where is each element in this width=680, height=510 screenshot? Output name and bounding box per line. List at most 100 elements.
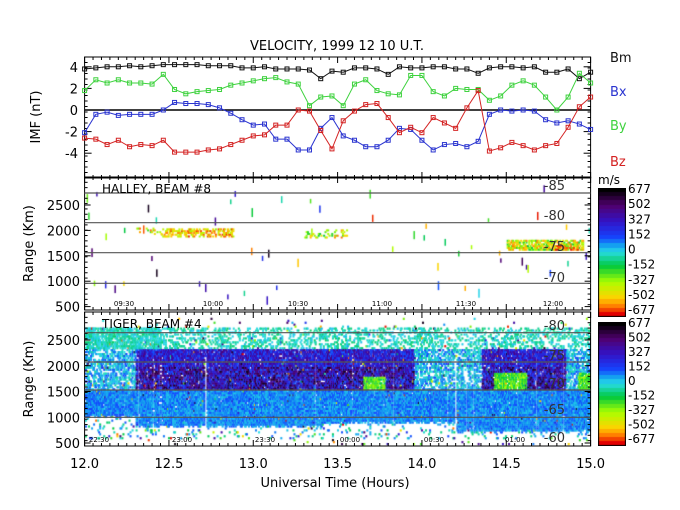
data-point-By (374, 88, 380, 94)
data-point-Bm (306, 67, 312, 73)
range-axis-label: Range (Km) (22, 341, 37, 418)
data-point-Bx (475, 138, 481, 144)
data-point-Bm (284, 66, 290, 72)
y-tick-label: -4 (65, 147, 78, 162)
data-point-Bx (295, 147, 301, 153)
data-point-Bx (228, 110, 234, 116)
data-point-Bm (385, 71, 391, 77)
data-point-By (329, 93, 335, 99)
data-point-By (306, 103, 312, 109)
data-point-Bx (217, 105, 223, 111)
data-point-Bm (363, 65, 369, 71)
data-point-Bz (93, 136, 99, 142)
data-point-Bm (217, 63, 223, 69)
colorbar-label: 327 (628, 212, 651, 226)
x-tick-label: 13.0 (239, 457, 268, 472)
data-point-Bm (329, 68, 335, 74)
data-point-Bz (531, 147, 537, 153)
data-point-Bm (149, 63, 155, 69)
legend-Bm: Bm (610, 51, 632, 66)
data-point-By (194, 89, 200, 95)
colorbar-label: 502 (628, 331, 651, 345)
halley-velocity-map (85, 177, 591, 310)
time-label: 11:00 (372, 300, 392, 308)
data-point-By (408, 72, 414, 78)
data-point-By (250, 78, 256, 84)
x-tick-label: 12.0 (70, 457, 99, 472)
data-point-Bx (554, 120, 560, 126)
data-point-By (172, 86, 178, 92)
latitude-label: -65 (544, 403, 565, 418)
data-point-Bm (160, 62, 166, 68)
data-point-Bz (565, 124, 571, 130)
data-point-By (138, 80, 144, 86)
colorbar-label: -327 (628, 403, 655, 417)
data-point-Bx (498, 107, 504, 113)
data-point-Bz (318, 128, 324, 134)
colorbar-label: 152 (628, 227, 651, 241)
data-point-Bm (115, 64, 121, 70)
data-point-Bz (486, 148, 492, 154)
range-tick-label: 1500 (47, 386, 80, 401)
latitude-label: -75 (544, 240, 565, 255)
series-line-Bz (84, 89, 591, 153)
time-label: 09:30 (114, 300, 134, 308)
data-point-By (127, 80, 133, 86)
data-point-Bx (149, 111, 155, 117)
data-point-Bm (205, 63, 211, 69)
legend-Bx: Bx (610, 85, 627, 100)
colorbar-halley (598, 188, 626, 317)
data-point-Bx (250, 122, 256, 128)
data-point-Bm (464, 66, 470, 72)
colorbar-label: -677 (628, 303, 655, 317)
figure-title: VELOCITY, 1999 12 10 U.T. (250, 39, 424, 54)
data-point-Bx (453, 140, 459, 146)
data-point-Bz (183, 149, 189, 155)
colorbar-label: 677 (628, 316, 651, 330)
x-tick-label: 13.5 (323, 457, 352, 472)
data-point-Bz (172, 149, 178, 155)
colorbar-label: 152 (628, 360, 651, 374)
data-point-Bx (127, 111, 133, 117)
latitude-label: -75 (544, 349, 565, 364)
data-point-Bm (588, 69, 594, 75)
data-point-Bx (104, 109, 110, 115)
data-point-Bm (138, 64, 144, 70)
y-axis-label: IMF (nT) (29, 91, 44, 144)
data-point-Bm (475, 70, 481, 76)
data-point-Bm (531, 64, 537, 70)
data-point-Bx (464, 144, 470, 150)
data-point-Bm (453, 66, 459, 72)
data-point-Bz (588, 94, 594, 100)
colorbar-unit: m/s (598, 173, 620, 187)
y-tick-label: -2 (65, 126, 78, 141)
data-point-Bm (408, 65, 414, 71)
data-point-By (509, 82, 515, 88)
time-label: 23:30 (255, 436, 275, 444)
data-point-Bx (374, 144, 380, 150)
data-point-Bm (520, 65, 526, 71)
data-point-Bx (351, 137, 357, 143)
data-point-By (284, 79, 290, 85)
data-point-Bz (430, 115, 436, 121)
data-point-Bm (554, 69, 560, 75)
data-point-By (486, 97, 492, 103)
colorbar-label: -152 (628, 389, 655, 403)
range-tick-label: 2500 (47, 334, 80, 349)
data-point-Bz (441, 120, 447, 126)
data-point-Bx (543, 117, 549, 123)
data-point-By (576, 70, 582, 76)
data-point-Bz (127, 144, 133, 150)
data-point-Bz (194, 149, 200, 155)
y-tick-label: 2 (70, 82, 78, 97)
series-line-Bm (84, 64, 591, 80)
data-point-Bm (498, 64, 504, 70)
colorbar-label: 0 (628, 243, 636, 257)
data-point-Bm (183, 62, 189, 68)
data-point-By (217, 86, 223, 92)
range-tick-label: 2000 (47, 360, 80, 375)
data-point-Bx (172, 99, 178, 105)
beam-label: HALLEY, BEAM #8 (102, 182, 211, 196)
range-axis-label: Range (Km) (22, 205, 37, 282)
